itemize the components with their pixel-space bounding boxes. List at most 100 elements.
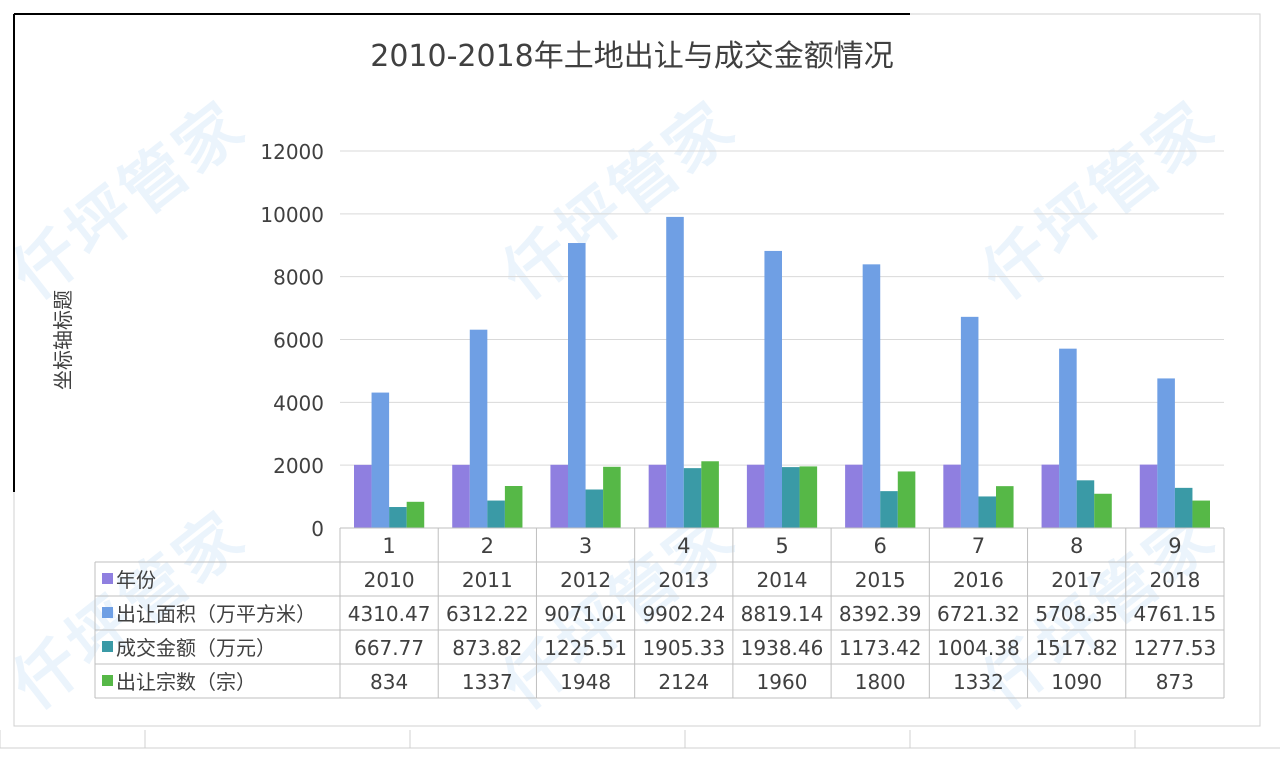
bar xyxy=(1094,493,1112,528)
category-label: 8 xyxy=(1070,534,1083,558)
bar xyxy=(845,464,863,528)
bar xyxy=(1076,480,1095,528)
chart-title: 2010-2018年土地出让与成交金额情况 xyxy=(370,39,894,74)
data-label: 9071.01 xyxy=(544,602,627,626)
series-name: 出让面积（万平方米） xyxy=(116,602,316,626)
data-label: 1173.42 xyxy=(839,636,922,660)
data-label: 2016 xyxy=(953,568,1004,592)
y-tick-label: 8000 xyxy=(273,266,324,290)
data-label: 8819.14 xyxy=(741,602,824,626)
data-label: 1905.33 xyxy=(642,636,725,660)
bar xyxy=(452,464,470,528)
bar xyxy=(978,496,996,528)
data-label: 1948 xyxy=(560,670,611,694)
data-label: 2012 xyxy=(560,568,611,592)
bar xyxy=(666,216,684,528)
y-tick-label: 6000 xyxy=(273,329,324,353)
category-label: 4 xyxy=(677,534,690,558)
data-label: 2017 xyxy=(1051,568,1102,592)
data-label: 2014 xyxy=(757,568,808,592)
data-label: 1517.82 xyxy=(1035,636,1118,660)
bar xyxy=(960,316,979,528)
data-label: 1337 xyxy=(462,670,513,694)
bar xyxy=(1139,464,1158,528)
series-name: 出让宗数（宗） xyxy=(116,670,256,694)
bar xyxy=(746,464,765,528)
data-label: 1004.38 xyxy=(937,636,1020,660)
bar xyxy=(603,466,621,528)
bar xyxy=(897,471,916,528)
data-label: 1090 xyxy=(1051,670,1102,694)
data-label: 1225.51 xyxy=(544,636,627,660)
bar xyxy=(996,486,1014,528)
bar xyxy=(550,464,568,528)
data-label: 873.82 xyxy=(452,636,522,660)
bar xyxy=(862,264,881,528)
bar xyxy=(782,467,800,528)
legend-key xyxy=(102,641,113,652)
category-label: 3 xyxy=(579,534,592,558)
data-label: 1277.53 xyxy=(1134,636,1217,660)
bar xyxy=(1174,487,1193,528)
bar xyxy=(1192,500,1210,528)
bar xyxy=(354,464,372,528)
bar xyxy=(487,500,505,528)
data-label: 1800 xyxy=(855,670,906,694)
data-label: 2124 xyxy=(658,670,709,694)
bar xyxy=(469,329,488,528)
y-tick-label: 10000 xyxy=(260,203,324,227)
category-label: 6 xyxy=(874,534,887,558)
data-label: 5708.35 xyxy=(1035,602,1118,626)
data-label: 2011 xyxy=(462,568,513,592)
category-label: 1 xyxy=(382,534,395,558)
data-label: 2015 xyxy=(855,568,906,592)
data-label: 2018 xyxy=(1149,568,1200,592)
data-label: 9902.24 xyxy=(642,602,725,626)
data-label: 873 xyxy=(1156,670,1194,694)
legend-key xyxy=(102,675,113,686)
data-label: 834 xyxy=(370,670,408,694)
data-label: 4761.15 xyxy=(1134,602,1217,626)
category-label: 9 xyxy=(1168,534,1181,558)
bar xyxy=(648,464,667,528)
bar xyxy=(683,468,702,528)
data-label: 6312.22 xyxy=(446,602,529,626)
data-label: 8392.39 xyxy=(839,602,922,626)
category-label: 7 xyxy=(972,534,985,558)
legend-key xyxy=(102,607,113,618)
category-label: 2 xyxy=(481,534,494,558)
data-label: 667.77 xyxy=(354,636,424,660)
bar xyxy=(504,486,523,528)
y-tick-label: 2000 xyxy=(273,454,324,478)
data-label: 4310.47 xyxy=(348,602,431,626)
bar xyxy=(406,501,425,528)
category-label: 5 xyxy=(775,534,788,558)
bar xyxy=(701,461,719,528)
data-label: 1332 xyxy=(953,670,1004,694)
data-label: 1938.46 xyxy=(741,636,824,660)
bar xyxy=(1157,378,1175,528)
series-name: 成交金额（万元） xyxy=(116,636,276,660)
legend-key xyxy=(102,573,113,584)
data-label: 2010 xyxy=(364,568,415,592)
data-label: 6721.32 xyxy=(937,602,1020,626)
bar xyxy=(1041,464,1060,528)
bar xyxy=(799,466,818,528)
series-name: 年份 xyxy=(116,568,156,592)
y-axis-title: 坐标轴标题 xyxy=(51,290,75,390)
bar xyxy=(764,250,782,528)
bar xyxy=(585,489,604,528)
bar xyxy=(389,507,407,528)
data-label: 1960 xyxy=(757,670,808,694)
y-tick-label: 0 xyxy=(311,517,324,541)
bar xyxy=(568,243,586,528)
bar xyxy=(880,491,898,528)
bar xyxy=(1059,348,1077,528)
bar xyxy=(371,392,390,528)
y-tick-label: 4000 xyxy=(273,391,324,415)
bar xyxy=(943,464,961,528)
data-label: 2013 xyxy=(658,568,709,592)
y-tick-label: 12000 xyxy=(260,140,324,164)
